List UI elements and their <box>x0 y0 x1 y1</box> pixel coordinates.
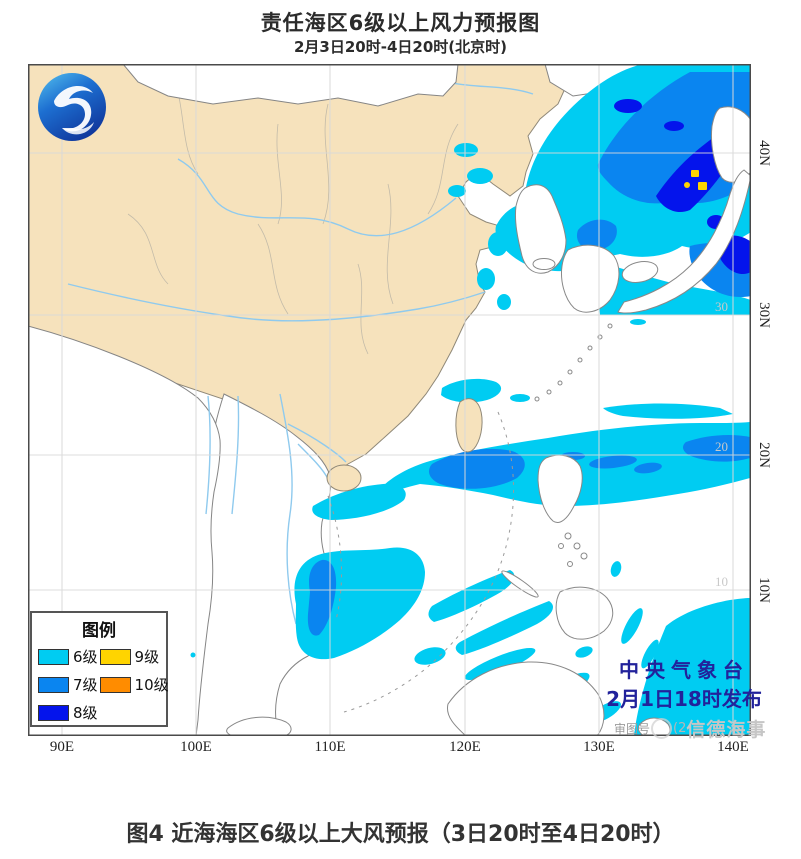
wind8-label: 8级 <box>73 704 98 722</box>
map-approval-partial: (2 <box>673 721 687 736</box>
xtick-130e: 130E <box>583 739 615 755</box>
grid-label-30: 30 <box>715 299 728 314</box>
luzon-island <box>537 454 583 523</box>
borneo-island <box>446 661 605 736</box>
legend-box: 图例 6级 7级 8级 9级 10级 <box>30 611 169 727</box>
sumatra-island <box>226 716 292 736</box>
legend-item-6: 6级 <box>38 646 98 667</box>
wind7-label: 7级 <box>73 676 98 694</box>
wind10-label: 10级 <box>134 676 169 694</box>
xtick-120e: 120E <box>449 739 481 755</box>
wind9-spot <box>698 182 707 190</box>
japan-shikoku <box>621 261 659 283</box>
wind8-swatch <box>38 704 69 721</box>
grid-label-20: 20 <box>715 439 728 454</box>
japan-hokkaido <box>711 106 751 183</box>
legend-item-10: 10级 <box>99 674 169 695</box>
wind7-swatch <box>38 676 69 693</box>
graticule <box>28 64 751 736</box>
forecast-map: 30 20 10 <box>28 64 751 736</box>
watermark-row: 审图号 (2 信德海事 <box>614 715 766 742</box>
legend-item-8: 8级 <box>38 702 98 723</box>
wind6-swatch <box>38 648 69 665</box>
issuer-time: 2月1日18时发布 <box>606 687 762 711</box>
ryukyu-islands <box>534 323 613 402</box>
ytick-20n: 20N <box>756 442 772 468</box>
cma-logo <box>38 73 106 141</box>
wind9-label: 9级 <box>134 648 160 666</box>
page-title: 责任海区6级以上风力预报图 <box>260 11 541 35</box>
wind10-swatch <box>99 676 131 693</box>
page-subtitle: 2月3日20时-4日20时(北京时) <box>294 38 507 56</box>
issuer-name: 中央气象台 <box>619 658 749 682</box>
wind7-scs <box>307 559 337 636</box>
legend-title: 图例 <box>82 621 116 641</box>
korea-peninsula <box>515 184 567 274</box>
wind7-20n-core <box>428 448 525 489</box>
issuer-block: 中央气象台 2月1日18时发布 <box>594 654 774 712</box>
japan-kyushu <box>561 244 620 313</box>
map-canvas: 30 20 10 <box>28 64 751 736</box>
ytick-40n: 40N <box>756 140 772 166</box>
wind9-swatch <box>99 648 131 665</box>
legend-item-7: 7级 <box>38 674 98 695</box>
legend-items: 6级 7级 8级 9级 10级 <box>32 646 169 723</box>
xtick-140e: 140E <box>717 739 749 755</box>
map-approval-label: 审图号 <box>614 722 651 736</box>
xtick-90e: 90E <box>49 739 75 755</box>
wind6-southeast <box>634 598 750 736</box>
grid-label-10: 10 <box>715 574 728 589</box>
mindanao-island <box>555 586 614 640</box>
jeju-island <box>532 258 556 270</box>
mongolia-landmass <box>122 64 459 107</box>
figure-caption: 图4 近海海区6级以上大风预报（3日20时至4日20时） <box>126 822 675 847</box>
watermark-text: 信德海事 <box>686 719 767 741</box>
japan-honshu <box>617 169 751 314</box>
hainan-island <box>326 464 362 492</box>
xtick-100e: 100E <box>180 739 212 755</box>
watermark-logo-icon <box>651 718 673 739</box>
legend-item-9: 9级 <box>99 646 169 667</box>
wind6-label: 6级 <box>73 648 98 666</box>
scs-dashed-boundary <box>343 411 515 713</box>
ytick-10n: 10N <box>756 577 772 603</box>
ytick-30n: 30N <box>756 302 772 328</box>
xtick-110e: 110E <box>314 739 346 755</box>
wind9-spot <box>691 170 699 177</box>
taiwan-island <box>455 398 483 453</box>
